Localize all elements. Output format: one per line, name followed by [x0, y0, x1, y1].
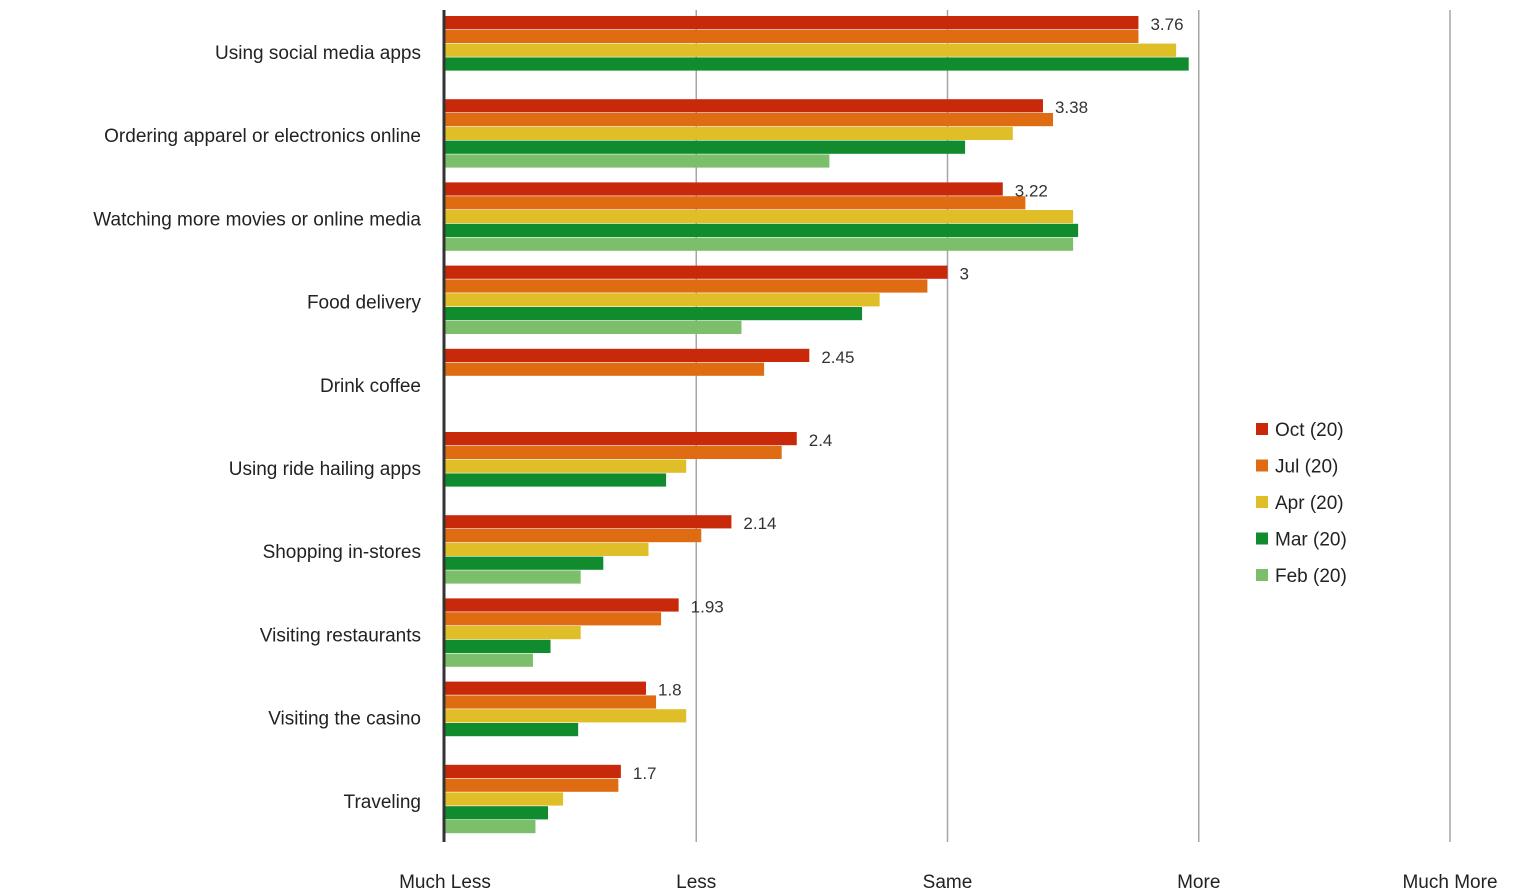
- bar: [445, 154, 830, 168]
- category-label: Visiting restaurants: [260, 625, 421, 646]
- legend-label: Mar (20): [1275, 530, 1347, 551]
- bar: [445, 709, 687, 723]
- bar: [445, 556, 604, 570]
- category-labels: Using social media apps Ordering apparel …: [93, 43, 421, 813]
- bar: [445, 57, 1189, 71]
- legend-label: Feb (20): [1275, 566, 1347, 587]
- bar: [445, 348, 810, 362]
- legend-swatch: [1256, 423, 1268, 435]
- data-label: 2.4: [809, 431, 833, 450]
- category-label: Drink coffee: [320, 376, 421, 397]
- data-label: 1.93: [691, 597, 724, 616]
- bar: [445, 570, 581, 584]
- bar: [445, 237, 1074, 251]
- legend: Oct (20) Jul (20) Apr (20) Mar (20) Feb (20): [1256, 420, 1347, 587]
- bar: [445, 210, 1074, 224]
- bar: [445, 778, 619, 792]
- bar: [445, 29, 1139, 43]
- bar: [445, 542, 649, 556]
- bar: [445, 432, 797, 446]
- x-tick-label: More: [1177, 872, 1220, 893]
- bar: [445, 43, 1177, 57]
- legend-label: Jul (20): [1275, 457, 1338, 478]
- bar: [445, 279, 928, 293]
- x-tick-label: Same: [923, 872, 973, 893]
- category-label: Ordering apparel or electronics online: [104, 126, 421, 147]
- bar: [445, 792, 564, 806]
- bar: [445, 459, 687, 473]
- bar: [445, 806, 549, 820]
- category-label: Visiting the casino: [268, 709, 421, 730]
- data-label: 1.8: [658, 681, 682, 700]
- bar: [445, 515, 732, 529]
- data-label: 1.7: [633, 764, 657, 783]
- bar: [445, 639, 551, 653]
- x-tick-labels: Much Less Less Same More Much More: [399, 872, 1497, 893]
- data-label: 3: [960, 265, 969, 284]
- legend-swatch: [1256, 496, 1268, 508]
- bar: [445, 140, 966, 154]
- category-label: Using social media apps: [215, 43, 421, 64]
- data-label: 2.14: [743, 514, 776, 533]
- bar: [445, 265, 948, 279]
- bar: [445, 182, 1003, 196]
- category-label: Food delivery: [307, 293, 422, 314]
- bar: [445, 598, 679, 612]
- bar: [445, 473, 667, 487]
- bar: [445, 764, 621, 778]
- bar: [445, 626, 581, 640]
- bar: [445, 695, 657, 709]
- legend-swatch: [1256, 569, 1268, 581]
- category-label: Traveling: [344, 792, 421, 813]
- bar: [445, 196, 1026, 210]
- data-label: 3.76: [1150, 15, 1183, 34]
- bar: [445, 113, 1054, 127]
- bar: [445, 99, 1043, 113]
- bars: [445, 16, 1189, 834]
- legend-swatch: [1256, 459, 1268, 472]
- bar: [445, 681, 646, 695]
- data-label: 3.22: [1015, 181, 1048, 200]
- value-labels: 3.76 3.38 3.22 3 2.45 2.4 2.14 1.93 1.8 1.7: [633, 15, 1184, 783]
- bar: [445, 320, 742, 334]
- x-tick-label: Less: [676, 872, 716, 893]
- bar: [445, 307, 863, 321]
- bar: [445, 293, 880, 307]
- data-label: 2.45: [821, 348, 854, 367]
- bar: [445, 820, 536, 834]
- bar: [445, 223, 1079, 237]
- legend-swatch: [1256, 532, 1268, 545]
- x-tick-label: Much More: [1402, 872, 1497, 893]
- category-label: Using ride hailing apps: [229, 459, 421, 480]
- category-label: Shopping in-stores: [263, 542, 421, 563]
- bar: [445, 529, 702, 543]
- bar: [445, 16, 1139, 30]
- legend-label: Oct (20): [1275, 420, 1344, 441]
- data-label: 3.38: [1055, 98, 1088, 117]
- bar: [445, 362, 765, 376]
- bar: [445, 126, 1013, 140]
- bar: [445, 653, 533, 667]
- x-tick-label: Much Less: [399, 872, 491, 893]
- bar: [445, 445, 782, 459]
- bar: [445, 612, 662, 626]
- bar: [445, 723, 579, 737]
- legend-label: Apr (20): [1275, 493, 1344, 514]
- category-label: Watching more movies or online media: [93, 209, 421, 230]
